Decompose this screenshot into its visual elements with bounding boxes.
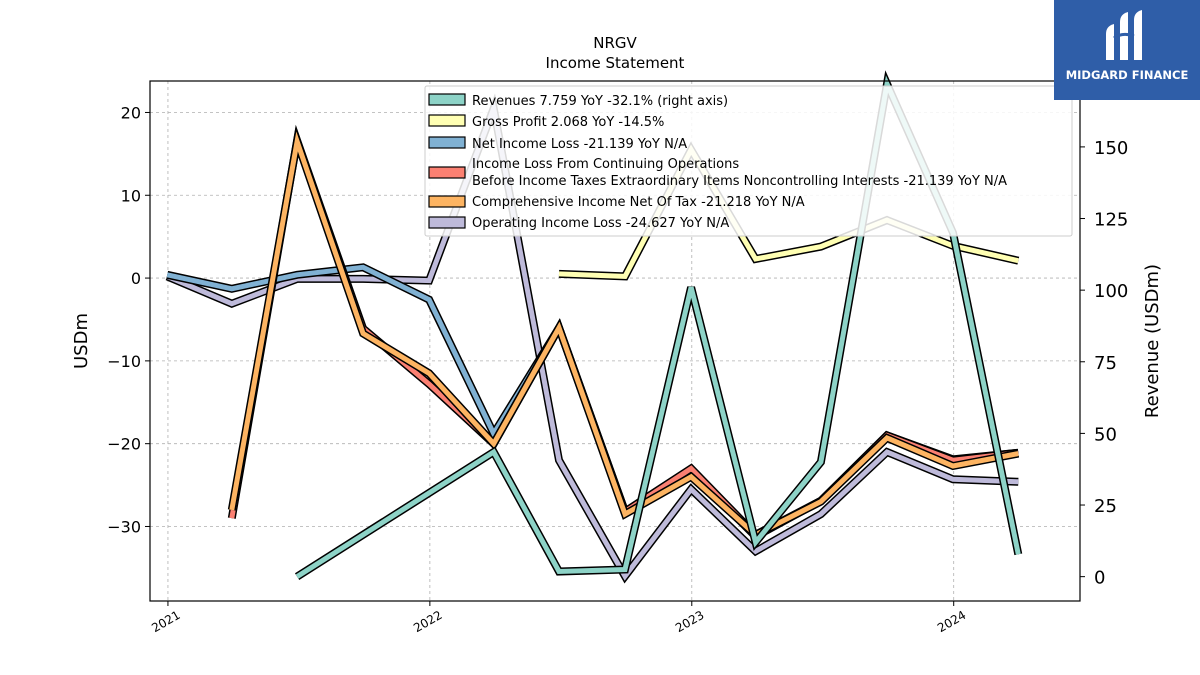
logo-mark-icon [1106, 10, 1142, 60]
series-stroke [558, 144, 1019, 279]
legend-swatch-gross-profit [428, 114, 466, 127]
y-right-tick-label: 150 [1094, 138, 1128, 159]
y-right-tick-label: 50 [1094, 424, 1117, 445]
y-left-tick-label: −10 [107, 352, 141, 371]
legend-label-operating-income: Operating Income Loss -24.627 YoY N/A [472, 216, 729, 231]
legend-swatch-revenues [428, 93, 466, 106]
legend-swatch-net-income [428, 136, 466, 149]
series-line-4 [558, 141, 1020, 281]
legend-label-income-loss-continuing-line2: Before Income Taxes Extraordinary Items … [472, 174, 1007, 189]
legend: Revenues 7.759 YoY -32.1% (right axis) G… [424, 85, 1073, 237]
series-line-1 [166, 263, 1019, 542]
y-left-tick-label: −30 [107, 517, 141, 536]
legend-label-gross-profit: Gross Profit 2.068 YoY -14.5% [472, 115, 664, 130]
y-right-tick-label: 25 [1094, 496, 1117, 517]
legend-label-comprehensive-income: Comprehensive Income Net Of Tax -21.218 … [472, 195, 805, 210]
legend-label-net-income: Net Income Loss -21.139 YoY N/A [472, 137, 687, 152]
y-right-tick-label: 125 [1094, 210, 1128, 231]
chart-subtitle: Income Statement [546, 54, 685, 72]
series-outline [166, 263, 1019, 542]
series-line-0 [165, 93, 1019, 584]
x-tick-label: 2023 [673, 608, 706, 635]
legend-label-revenues: Revenues 7.759 YoY -32.1% (right axis) [472, 94, 728, 109]
legend-label-income-loss-continuing-line1: Income Loss From Continuing Operations [472, 157, 739, 172]
y-left-tick-label: 20 [121, 103, 141, 122]
y-axis-label-right: Revenue (USDm) [1142, 264, 1163, 418]
y-right-tick-label: 0 [1094, 568, 1105, 589]
series-stroke [166, 264, 1019, 540]
y-left-tick-label: 0 [131, 269, 141, 288]
x-tick-label: 2022 [411, 608, 444, 635]
y-right-tick-label: 100 [1094, 281, 1128, 302]
chart-title: NRGV [593, 34, 637, 52]
x-tick-label: 2021 [149, 608, 182, 635]
series-layer [165, 70, 1023, 584]
y-left-tick-label: 10 [121, 186, 141, 205]
series-stroke [229, 131, 1019, 538]
x-tick-label: 2024 [935, 608, 968, 635]
midgard-finance-logo: MIDGARD FINANCE [1054, 0, 1200, 100]
plot-frame [149, 80, 1081, 602]
legend-swatch-income-loss-continuing [428, 166, 466, 179]
logo-text: MIDGARD FINANCE [1065, 68, 1189, 82]
y-right-tick-label: 75 [1094, 353, 1117, 374]
legend-swatch-comprehensive-income [428, 195, 466, 208]
series-line-3 [227, 125, 1020, 540]
legend-frame [424, 85, 1073, 237]
y-left-tick-label: −20 [107, 435, 141, 454]
legend-swatch-operating-income [428, 216, 466, 229]
series-stroke [166, 98, 1019, 581]
y-axis-label-left: USDm [71, 313, 92, 369]
